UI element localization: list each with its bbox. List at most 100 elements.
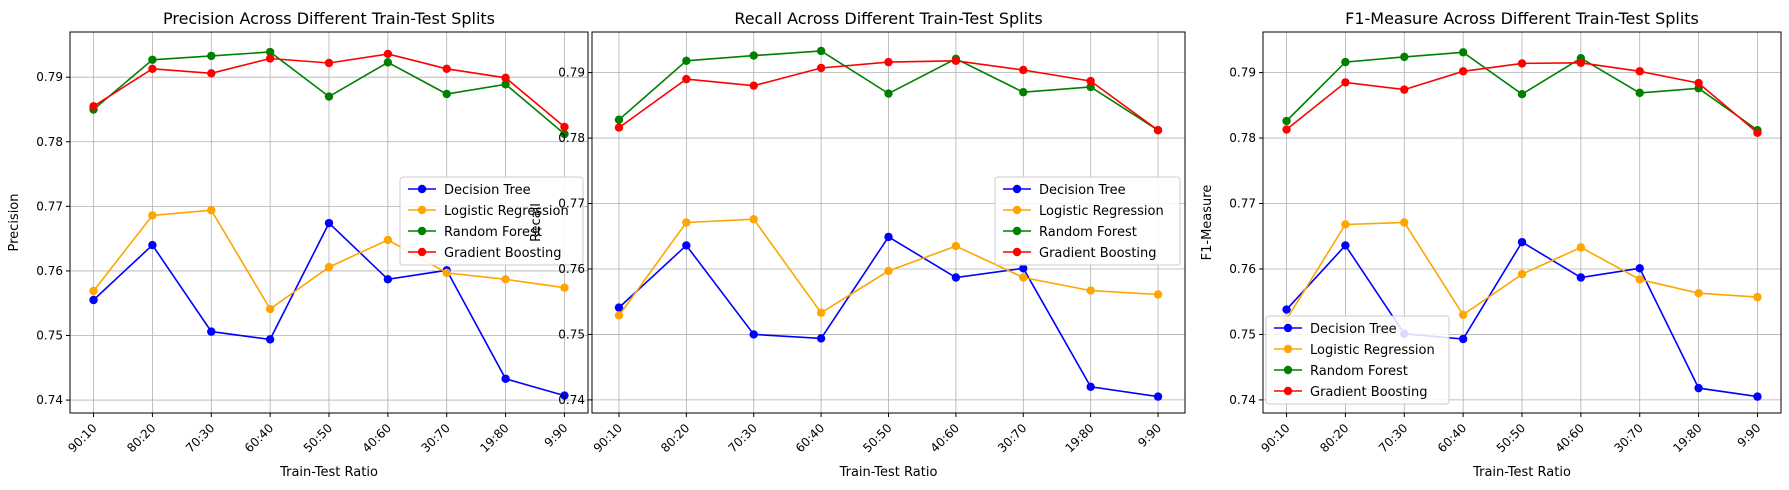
y-tick-label: 0.76 xyxy=(1229,262,1256,276)
data-point xyxy=(324,92,334,101)
y-tick-label: 0.74 xyxy=(36,393,63,407)
x-tick-label: 30:70 xyxy=(995,421,1029,455)
data-point xyxy=(749,81,758,90)
legend-item-label: Decision Tree xyxy=(444,183,531,198)
data-point xyxy=(1635,275,1644,284)
x-tick-label: 90:10 xyxy=(1258,421,1292,455)
data-point xyxy=(816,308,826,318)
data-point xyxy=(614,123,624,132)
data-point xyxy=(207,327,216,336)
data-point xyxy=(265,47,275,57)
data-point xyxy=(89,295,98,305)
legend: Decision Tree Logistic Regression Random F… xyxy=(399,176,584,266)
data-point xyxy=(501,73,510,83)
data-point xyxy=(89,102,98,111)
y-tick-label: 0.76 xyxy=(558,262,585,276)
data-point xyxy=(265,304,275,314)
data-point xyxy=(1282,116,1291,126)
data-point xyxy=(682,56,691,66)
data-point xyxy=(1458,48,1468,57)
x-tick-label: 9:90 xyxy=(542,421,571,450)
legend-swatch-marker xyxy=(1283,386,1293,396)
data-point xyxy=(324,218,334,228)
y-tick-label: 0.78 xyxy=(1229,131,1256,145)
data-point xyxy=(442,268,451,278)
x-tick-label: 70:30 xyxy=(1376,421,1410,455)
data-point xyxy=(265,54,275,63)
y-tick-label: 0.76 xyxy=(36,264,63,278)
legend-item-label: Logistic Regression xyxy=(444,204,569,219)
data-point xyxy=(682,218,691,227)
data-point xyxy=(614,115,624,124)
legend-item-label: Decision Tree xyxy=(1039,183,1126,198)
y-tick-label: 0.79 xyxy=(558,66,585,80)
x-tick-label: 19:80 xyxy=(477,421,511,455)
data-point xyxy=(1576,243,1586,252)
data-point xyxy=(442,64,451,74)
x-axis-label: Train-Test Ratio xyxy=(1472,465,1571,480)
x-tick-label: 70:30 xyxy=(183,421,217,455)
legend-swatch-marker xyxy=(1012,205,1022,215)
data-point xyxy=(383,58,393,67)
data-point xyxy=(884,232,893,242)
x-tick-label: 40:60 xyxy=(928,421,962,455)
data-point xyxy=(1341,78,1350,87)
data-point xyxy=(442,89,451,99)
x-tick-label: 70:30 xyxy=(725,421,759,455)
data-point xyxy=(884,57,893,67)
y-tick-label: 0.75 xyxy=(558,327,585,341)
y-tick-label: 0.74 xyxy=(558,393,585,407)
y-axis-label: F1-Measure xyxy=(1200,185,1215,261)
data-point xyxy=(1019,273,1028,282)
data-point xyxy=(324,262,334,272)
data-point xyxy=(148,240,157,250)
data-point xyxy=(1458,67,1468,76)
data-point xyxy=(749,215,758,224)
data-point xyxy=(383,49,393,59)
data-point xyxy=(1517,89,1527,99)
y-tick-label: 0.79 xyxy=(36,70,63,84)
data-point xyxy=(749,330,758,339)
data-point xyxy=(207,51,216,61)
y-tick-label: 0.78 xyxy=(36,135,63,149)
data-point xyxy=(1517,237,1527,247)
data-point xyxy=(816,334,826,343)
data-point xyxy=(383,275,393,284)
data-point xyxy=(1458,310,1468,320)
y-axis-label: Precision xyxy=(7,193,22,251)
data-point xyxy=(1517,270,1527,279)
data-point xyxy=(560,129,569,139)
data-point xyxy=(1694,383,1703,393)
data-point xyxy=(501,374,510,383)
data-point xyxy=(1341,241,1350,250)
data-point xyxy=(148,211,157,220)
data-point xyxy=(265,335,275,344)
legend-item-label: Random Forest xyxy=(444,225,542,240)
x-axis-label: Train-Test Ratio xyxy=(279,465,378,480)
x-tick-label: 80:20 xyxy=(124,421,158,455)
data-point xyxy=(749,51,758,60)
x-tick-label: 90:10 xyxy=(65,421,99,455)
data-point xyxy=(1086,286,1095,295)
data-point xyxy=(1086,382,1095,392)
data-point xyxy=(207,206,216,215)
data-point xyxy=(614,303,624,312)
chart-title: Recall Across Different Train-Test Split… xyxy=(734,9,1042,28)
data-point xyxy=(207,69,216,78)
chart-panel-2: 90:10 80:20 70:30 60:40 50:50 40:60 30:70 19:80… xyxy=(1200,9,1782,480)
x-tick-label: 40:60 xyxy=(1553,421,1587,455)
data-point xyxy=(1400,218,1409,227)
legend-item-label: Gradient Boosting xyxy=(1039,246,1157,261)
data-point xyxy=(1086,76,1095,86)
x-tick-label: 50:50 xyxy=(860,421,894,455)
data-point xyxy=(1341,220,1350,229)
data-point xyxy=(1282,305,1291,314)
y-axis-label: Recall xyxy=(529,203,544,242)
y-tick-label: 0.79 xyxy=(1229,66,1256,80)
y-tick-label: 0.77 xyxy=(36,199,63,213)
x-tick-label: 50:50 xyxy=(301,421,335,455)
data-point xyxy=(1400,52,1409,62)
data-point xyxy=(951,56,961,66)
data-point xyxy=(1753,292,1762,302)
